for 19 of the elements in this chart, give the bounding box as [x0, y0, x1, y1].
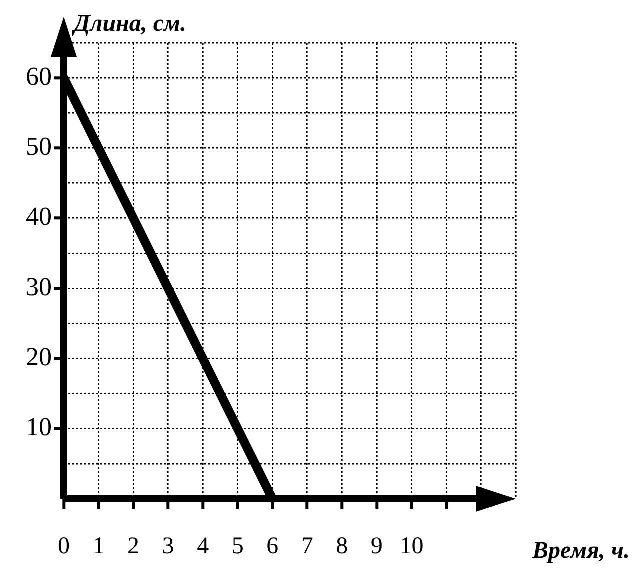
x-tick-label: 7 [301, 534, 314, 560]
x-axis-title: Время, ч. [532, 538, 630, 564]
y-tick-label: 30 [26, 272, 52, 302]
x-tick-label: 8 [336, 534, 348, 560]
x-tick-label: 4 [197, 534, 210, 560]
x-tick-label: 0 [58, 534, 70, 560]
y-axis-title: Длина, см. [72, 11, 186, 37]
y-tick-label: 60 [26, 62, 52, 91]
y-tick-label: 40 [26, 202, 52, 232]
x-tick-label: 5 [232, 534, 244, 560]
x-tick-label: 3 [162, 534, 174, 560]
y-tick-label: 50 [26, 132, 52, 162]
x-tick-label: 10 [400, 534, 424, 560]
x-tick-label: 6 [266, 534, 279, 560]
y-tick-label: 20 [26, 342, 52, 372]
x-tick-label: 1 [92, 534, 105, 560]
x-tick-label: 2 [128, 534, 140, 560]
x-tick-label: 9 [370, 534, 383, 560]
y-tick-label: 10 [26, 412, 52, 442]
